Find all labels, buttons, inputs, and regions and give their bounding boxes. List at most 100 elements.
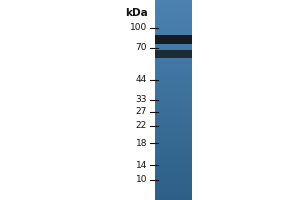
Bar — [155, 86, 192, 87]
Bar — [155, 7, 192, 8]
Bar — [155, 124, 192, 125]
Bar — [155, 113, 192, 114]
Bar — [155, 137, 192, 138]
Bar — [155, 156, 192, 157]
Bar — [155, 181, 192, 182]
Bar — [155, 103, 192, 104]
Bar — [155, 97, 192, 98]
Text: 100: 100 — [130, 23, 147, 32]
Bar — [155, 119, 192, 120]
Bar — [155, 27, 192, 28]
Bar — [155, 31, 192, 32]
Bar — [155, 105, 192, 106]
Bar — [155, 173, 192, 174]
Bar — [155, 143, 192, 144]
Bar — [155, 66, 192, 67]
Bar — [155, 130, 192, 131]
Bar — [155, 51, 192, 52]
Bar — [155, 187, 192, 188]
Bar — [155, 2, 192, 3]
Bar — [155, 11, 192, 12]
Bar — [155, 26, 192, 27]
Bar — [155, 68, 192, 69]
Bar — [155, 54, 192, 55]
Bar — [155, 162, 192, 163]
Bar — [155, 87, 192, 88]
Bar — [155, 161, 192, 162]
Bar — [155, 38, 192, 39]
Bar — [155, 190, 192, 191]
Bar — [155, 79, 192, 80]
Bar — [155, 62, 192, 63]
Bar — [155, 19, 192, 20]
Bar — [155, 6, 192, 7]
Bar — [155, 131, 192, 132]
Bar — [155, 157, 192, 158]
Bar — [155, 0, 192, 1]
Bar — [155, 96, 192, 97]
Bar — [155, 48, 192, 49]
Bar — [155, 42, 192, 43]
Bar — [155, 194, 192, 195]
Bar — [155, 158, 192, 159]
Text: 22: 22 — [136, 121, 147, 130]
Bar — [155, 183, 192, 184]
Bar — [155, 123, 192, 124]
Bar — [155, 106, 192, 107]
Bar — [155, 160, 192, 161]
Bar — [155, 44, 192, 45]
Bar — [155, 151, 192, 152]
Bar — [155, 138, 192, 139]
Bar — [155, 70, 192, 71]
Bar — [155, 116, 192, 117]
Bar — [155, 126, 192, 127]
Bar — [155, 25, 192, 26]
Bar — [155, 120, 192, 121]
Bar — [155, 189, 192, 190]
Bar — [155, 178, 192, 179]
Bar — [155, 179, 192, 180]
Bar — [155, 182, 192, 183]
Bar — [155, 89, 192, 90]
Bar — [155, 142, 192, 143]
Bar — [155, 36, 192, 37]
Bar — [155, 175, 192, 176]
Bar — [155, 176, 192, 177]
Bar — [155, 122, 192, 123]
Bar — [155, 114, 192, 115]
Bar — [155, 171, 192, 172]
Text: 14: 14 — [136, 160, 147, 170]
Bar — [155, 76, 192, 77]
Bar — [155, 125, 192, 126]
Bar — [155, 188, 192, 189]
Bar — [155, 20, 192, 21]
Text: 27: 27 — [136, 108, 147, 116]
Bar — [155, 110, 192, 111]
Bar — [155, 3, 192, 4]
Bar — [155, 154, 192, 155]
Bar — [155, 177, 192, 178]
Bar — [155, 167, 192, 168]
Bar — [155, 100, 192, 101]
Bar — [155, 9, 192, 10]
Bar — [155, 164, 192, 165]
Bar — [155, 140, 192, 141]
Bar — [155, 196, 192, 197]
Text: 10: 10 — [136, 176, 147, 184]
Bar — [155, 168, 192, 169]
Bar — [155, 199, 192, 200]
Bar — [155, 91, 192, 92]
Bar — [155, 41, 192, 42]
Bar — [155, 141, 192, 142]
Text: 33: 33 — [136, 96, 147, 104]
Bar — [155, 1, 192, 2]
Bar — [155, 170, 192, 171]
Bar — [155, 34, 192, 35]
Bar — [155, 101, 192, 102]
Bar — [155, 64, 192, 65]
Bar — [155, 57, 192, 58]
Bar — [155, 12, 192, 13]
Bar — [155, 35, 192, 44]
Bar — [155, 5, 192, 6]
Bar — [155, 18, 192, 19]
